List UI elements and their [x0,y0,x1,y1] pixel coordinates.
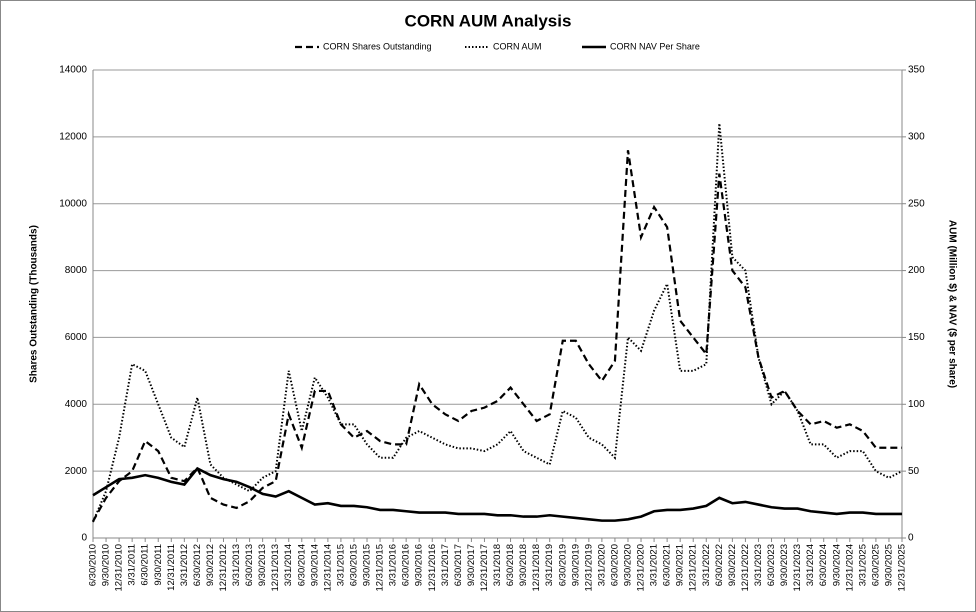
x-tick-label: 12/31/2013 [270,544,281,592]
x-tick-label: 12/31/2017 [479,544,490,592]
x-tick-label: 6/30/2015 [348,544,359,586]
y2-tick-label: 350 [908,65,925,76]
x-tick-label: 12/31/2020 [636,544,647,592]
y-tick-label: 12000 [59,131,87,142]
y2-tick-label: 50 [908,466,920,477]
series-line [92,150,902,522]
x-tick-label: 9/30/2012 [205,544,216,586]
x-tick-label: 3/31/2022 [701,544,712,586]
x-tick-label: 3/31/2023 [753,544,764,586]
y-tick-label: 14000 [59,65,87,76]
y-tick-label: 0 [81,533,87,544]
x-tick-label: 9/30/2025 [883,544,894,586]
x-tick-label: 12/31/2011 [166,544,177,591]
legend-label: CORN Shares Outstanding [323,41,432,51]
x-tick-label: 12/31/2024 [844,544,855,592]
x-tick-label: 9/30/2022 [727,544,738,586]
x-tick-label: 12/31/2021 [688,544,699,592]
x-tick-label: 12/31/2014 [322,544,333,592]
x-tick-label: 12/31/2018 [531,544,542,592]
x-tick-label: 3/31/2011 [127,544,138,586]
x-tick-label: 3/31/2021 [649,544,660,586]
y-tick-label: 4000 [65,399,88,410]
x-tick-label: 6/30/2020 [609,544,620,586]
y-axis-label: Shares Outstanding (Thousands) [29,225,40,383]
x-tick-label: 9/30/2015 [362,544,373,586]
x-tick-label: 12/31/2019 [583,544,594,592]
x-tick-label: 12/31/2023 [792,544,803,592]
x-tick-label: 6/30/2013 [244,544,255,586]
x-tick-label: 3/31/2015 [335,544,346,586]
x-tick-label: 3/31/2012 [179,544,190,586]
x-tick-label: 3/31/2018 [492,544,503,586]
x-tick-label: 6/30/2021 [662,544,673,586]
x-tick-label: 6/30/2012 [192,544,203,586]
y2-tick-label: 100 [908,399,925,410]
series-line [92,466,902,522]
x-tick-label: 12/31/2016 [427,544,438,592]
x-tick-label: 9/30/2019 [570,544,581,586]
x-tick-label: 6/30/2023 [766,544,777,586]
x-tick-label: 12/31/2015 [375,544,386,592]
x-tick-label: 3/31/2019 [544,544,555,586]
x-tick-label: 9/30/2023 [779,544,790,586]
x-tick-label: 9/30/2010 [101,544,112,586]
x-tick-label: 3/31/2013 [231,544,242,586]
y2-axis-label: AUM (Million $) & NAV ($ per share) [946,220,957,388]
y-tick-label: 2000 [65,466,88,477]
x-tick-label: 3/31/2020 [596,544,607,586]
y2-tick-label: 250 [908,198,925,209]
legend-label: CORN AUM [493,41,542,51]
x-tick-label: 9/30/2024 [831,544,842,586]
y2-tick-label: 150 [908,332,925,343]
x-tick-label: 6/30/2014 [296,544,307,586]
x-tick-label: 6/30/2018 [505,544,516,586]
y2-tick-label: 0 [908,533,914,544]
x-tick-label: 12/31/2010 [114,544,125,592]
x-tick-label: 6/30/2019 [557,544,568,586]
x-tick-label: 6/30/2024 [818,544,829,586]
x-tick-label: 12/31/2022 [740,544,751,592]
x-tick-label: 3/31/2017 [440,544,451,586]
x-tick-label: 6/30/2016 [401,544,412,586]
x-tick-label: 12/31/2012 [218,544,229,592]
x-tick-label: 9/30/2020 [622,544,633,586]
x-tick-label: 6/30/2025 [870,544,881,586]
x-tick-label: 9/30/2018 [518,544,529,586]
x-tick-label: 3/31/2024 [805,544,816,586]
y-tick-label: 8000 [65,265,88,276]
y-tick-label: 6000 [65,332,88,343]
x-tick-label: 6/30/2022 [714,544,725,586]
x-tick-label: 12/31/2025 [897,544,908,592]
y2-tick-label: 200 [908,265,925,276]
x-tick-label: 3/31/2025 [857,544,868,586]
x-tick-label: 9/30/2013 [257,544,268,586]
x-tick-label: 6/30/2011 [140,544,151,586]
x-tick-label: 6/30/2017 [453,544,464,586]
x-tick-label: 6/30/2010 [88,544,99,586]
x-tick-label: 9/30/2016 [414,544,425,586]
x-tick-label: 9/30/2017 [466,544,477,586]
y-tick-label: 10000 [59,198,87,209]
x-tick-label: 9/30/2021 [675,544,686,586]
x-tick-label: 9/30/2014 [309,544,320,586]
x-tick-label: 9/30/2011 [153,544,164,586]
y2-tick-label: 300 [908,131,925,142]
x-tick-label: 3/31/2016 [388,544,399,586]
x-tick-label: 3/31/2014 [283,544,294,586]
chart-title: CORN AUM Analysis [405,11,572,30]
legend-label: CORN NAV Per Share [610,41,700,51]
